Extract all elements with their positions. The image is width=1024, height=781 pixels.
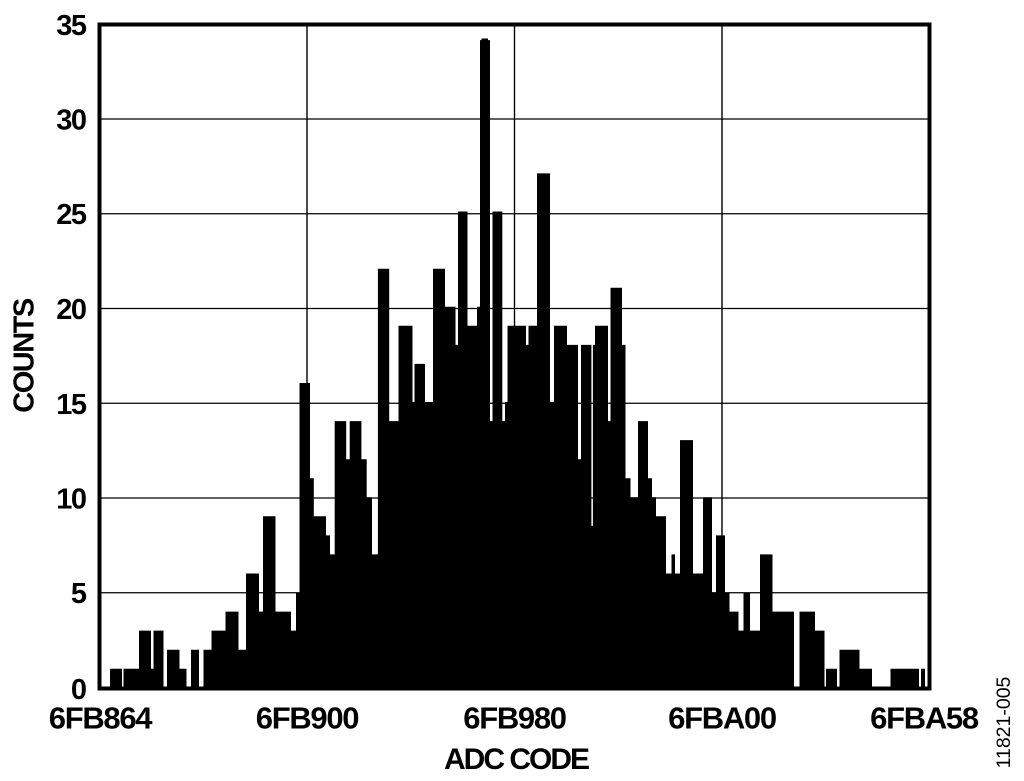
svg-text:6FB980: 6FB980 xyxy=(463,701,566,736)
svg-text:6FB900: 6FB900 xyxy=(256,701,359,736)
svg-text:25: 25 xyxy=(56,199,87,231)
svg-text:6FBA00: 6FBA00 xyxy=(668,701,776,736)
svg-text:35: 35 xyxy=(56,10,87,42)
svg-text:ADC CODE: ADC CODE xyxy=(444,743,589,776)
svg-text:11821-005: 11821-005 xyxy=(993,676,1015,768)
svg-text:10: 10 xyxy=(56,484,86,516)
svg-text:6FB864: 6FB864 xyxy=(49,701,154,736)
svg-text:20: 20 xyxy=(56,294,86,326)
svg-text:0: 0 xyxy=(71,674,86,706)
svg-text:6FBA58: 6FBA58 xyxy=(870,701,979,736)
svg-text:15: 15 xyxy=(56,389,87,421)
svg-text:COUNTS: COUNTS xyxy=(9,298,41,413)
svg-text:30: 30 xyxy=(56,105,86,137)
svg-text:5: 5 xyxy=(71,578,87,610)
